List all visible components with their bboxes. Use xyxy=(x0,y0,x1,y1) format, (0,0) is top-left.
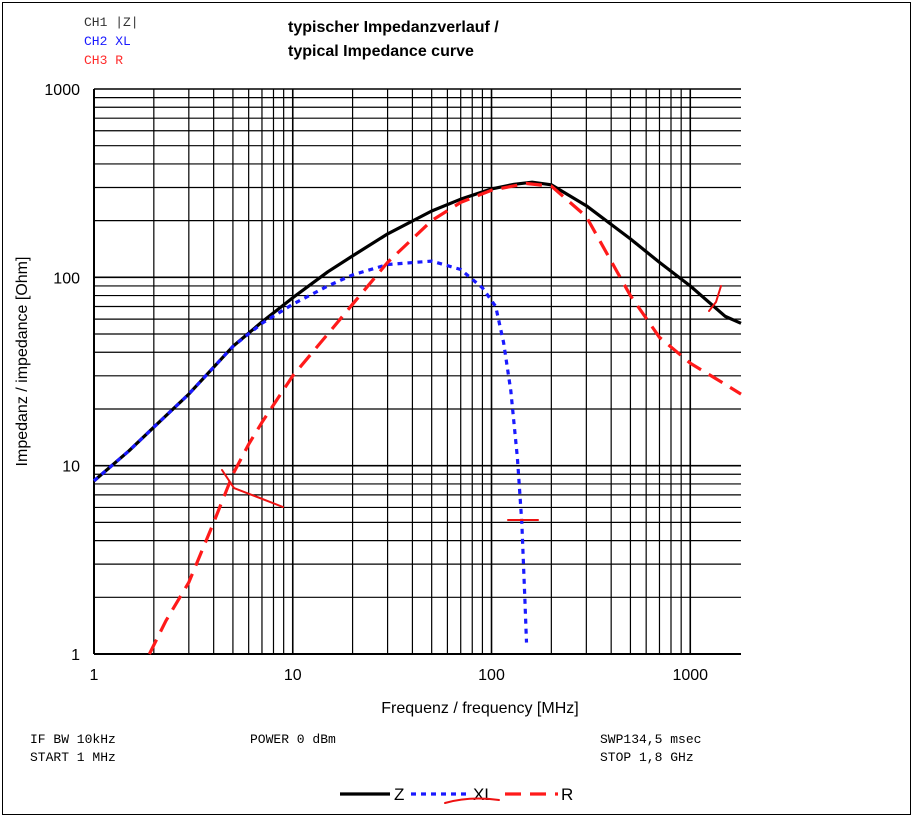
legend-label-r: R xyxy=(561,785,573,804)
x-tick-label: 10 xyxy=(284,667,302,684)
annotation-underline-xl xyxy=(444,797,500,804)
y-tick-label: 10 xyxy=(62,459,80,476)
chart-title-de: typischer Impedanzverlauf / xyxy=(288,19,499,36)
x-tick-label: 1000 xyxy=(672,667,708,684)
if-bw-label: IF BW 10kHz xyxy=(30,732,116,747)
x-axis-label: Frequenz / frequency [MHz] xyxy=(381,700,578,717)
series-line-r xyxy=(147,181,742,655)
stop-freq-label: STOP 1,8 GHz xyxy=(600,750,694,765)
series-line-xl xyxy=(92,259,529,643)
x-tick-label: 100 xyxy=(478,667,505,684)
power-label: POWER 0 dBm xyxy=(250,732,336,747)
start-freq-label: START 1 MHz xyxy=(30,750,116,765)
x-tick-label: 1 xyxy=(90,667,99,684)
y-axis-label: Impedanz / impedance [Ohm] xyxy=(14,257,31,467)
annotation-stroke-check xyxy=(221,469,284,508)
legend-label-xl: XL xyxy=(473,785,494,804)
series-line-z xyxy=(92,180,742,483)
channel-label-r: CH3 R xyxy=(84,53,124,68)
y-tick-label: 1000 xyxy=(44,82,80,99)
channel-label-xl: CH2 XL xyxy=(84,34,131,49)
annotation-stroke-tick xyxy=(708,285,722,312)
channel-label-z: CH1 |Z| xyxy=(84,15,139,30)
legend-label-z: Z xyxy=(394,785,404,804)
y-tick-label: 1 xyxy=(71,647,80,664)
y-tick-label: 100 xyxy=(53,270,80,287)
chart-title-en: typical Impedance curve xyxy=(288,43,474,60)
sweep-time-label: SWP134,5 msec xyxy=(600,732,702,747)
